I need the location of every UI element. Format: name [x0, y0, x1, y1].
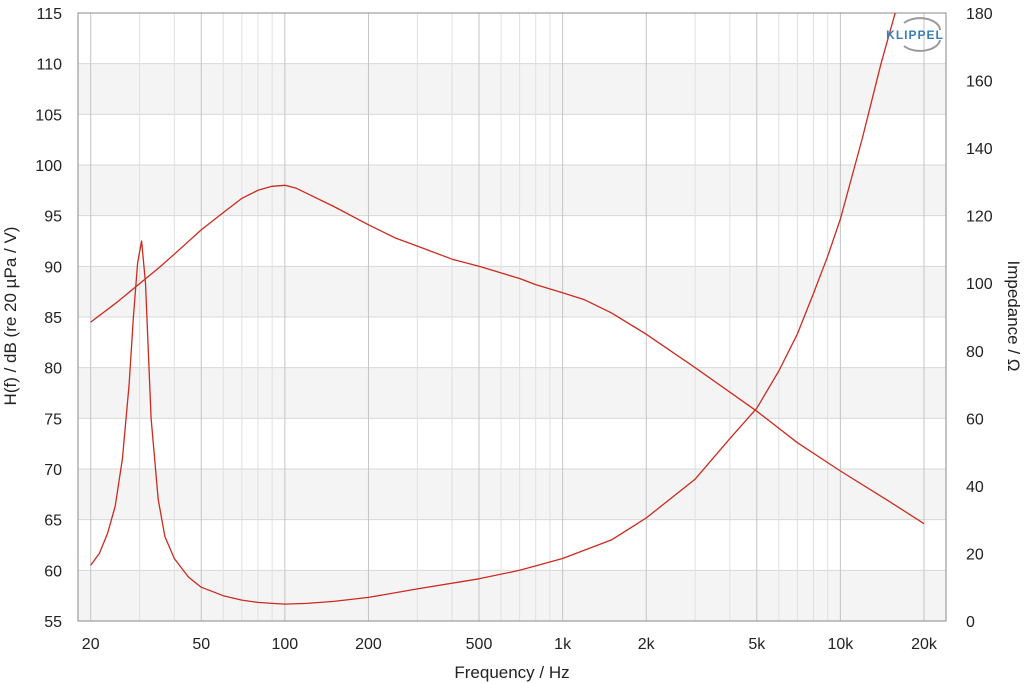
band: [78, 13, 946, 64]
impedance-line: [90, 13, 896, 605]
y-right-tick-label: 120: [966, 209, 993, 226]
y-left-tick-label: 115: [36, 6, 62, 23]
x-axis-label: Frequency / Hz: [454, 663, 569, 682]
plot-frame: [77, 12, 947, 622]
y-right-tick-label: 20: [966, 546, 984, 563]
band: [78, 114, 946, 165]
logo-text: KLIPPEL: [886, 28, 944, 42]
x-tick-label: 10k: [827, 636, 854, 653]
y-left-tick-label: 60: [44, 563, 62, 580]
spl-response-line: [90, 184, 925, 525]
x-tick-label: 5k: [748, 636, 766, 653]
y-right-tick-label: 180: [966, 6, 993, 23]
y-right-tick-label: 100: [966, 276, 993, 293]
logo-arc-icon-lower: [903, 39, 941, 52]
x-tick-label: 100: [272, 636, 299, 653]
y-left-tick-label: 75: [44, 411, 62, 428]
logo-arc-icon: [903, 17, 941, 31]
x-tick-label: 200: [355, 636, 382, 653]
y-left-tick-label: 80: [44, 361, 62, 378]
grid: [78, 12, 946, 622]
band: [78, 215, 946, 267]
x-tick-label: 2k: [638, 636, 656, 653]
band: [78, 165, 946, 216]
y-right-tick-label: 80: [966, 344, 984, 361]
y-right-tick-label: 60: [966, 411, 984, 428]
y-left-tick-label: 100: [35, 158, 62, 175]
y-left-tick-label: 90: [44, 259, 62, 276]
x-tick-label: 1k: [554, 636, 572, 653]
y-right-tick-label: 40: [966, 479, 984, 496]
band: [78, 418, 946, 469]
y-axis-left-label: H(f) / dB (re 20 µPa / V): [1, 227, 20, 406]
x-tick-label: 50: [192, 636, 210, 653]
y-right-tick-label: 140: [966, 141, 993, 158]
band: [78, 519, 946, 571]
y-right-tick-label: 0: [966, 614, 975, 631]
band: [78, 570, 946, 621]
y-right-tick-label: 160: [966, 74, 993, 91]
series-layer: [90, 13, 925, 605]
tick-labels: 20 50 100 200 500 1k 2k 5k 10k 20k556065707580859…: [35, 6, 993, 653]
band: [78, 469, 946, 520]
band: [78, 266, 946, 317]
y-left-tick-label: 110: [36, 57, 62, 74]
x-tick-label: 500: [466, 636, 493, 653]
band: [78, 317, 946, 368]
band: [78, 367, 946, 419]
y-left-tick-label: 65: [44, 513, 62, 530]
x-tick-label: 20: [82, 636, 100, 653]
y-left-tick-label: 95: [44, 209, 62, 226]
klippel-logo: KLIPPEL: [886, 17, 944, 52]
background-bands: [78, 13, 946, 621]
x-tick-label: 20k: [911, 636, 938, 653]
y-left-tick-label: 85: [44, 310, 62, 327]
y-axis-right-label: Impedance / Ω: [1004, 261, 1023, 372]
band: [78, 63, 946, 115]
y-left-tick-label: 70: [44, 462, 62, 479]
y-left-tick-label: 105: [35, 107, 62, 124]
y-left-tick-label: 55: [44, 614, 62, 631]
